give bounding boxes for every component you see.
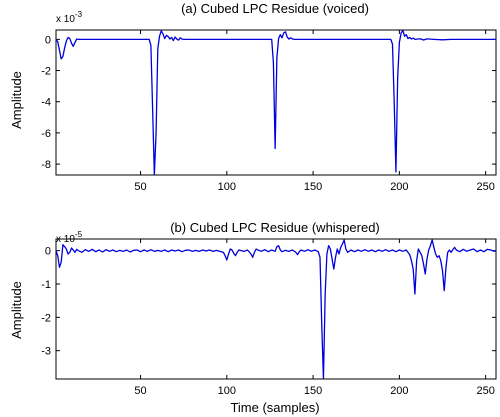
chart-title-b: (b) Cubed LPC Residue (whispered)	[170, 220, 380, 235]
y-multiplier-exp-a: -3	[75, 10, 83, 19]
x-tick-label-a-50: 50	[134, 181, 146, 193]
x-axis-label-b: Time (samples)	[230, 400, 319, 415]
y-multiplier-a: x 10-3	[56, 10, 83, 25]
x-tick-label-a-200: 200	[390, 181, 408, 193]
x-tick-label-a-250: 250	[476, 181, 494, 193]
y-tick-label-b-0: 0	[45, 246, 51, 258]
y-tick-label-a--4: -4	[41, 97, 51, 109]
y-tick-label-b--3: -3	[41, 346, 51, 358]
panel-a: (a) Cubed LPC Residue (voiced) x 10-3 Am…	[9, 1, 497, 193]
y-tick-label-a--6: -6	[41, 128, 51, 140]
chart-title-a: (a) Cubed LPC Residue (voiced)	[181, 1, 369, 16]
plot-frame-b	[55, 238, 497, 380]
x-tick-label-b-200: 200	[390, 385, 408, 397]
x-tick-label-a-150: 150	[304, 181, 322, 193]
series-line-a-0	[56, 30, 496, 175]
series-line-b-0	[56, 239, 496, 379]
x-tick-label-b-100: 100	[218, 385, 236, 397]
y-tick-label-a-0: 0	[45, 34, 51, 46]
y-axis-label-a: Amplitude	[9, 71, 24, 129]
y-tick-label-b--2: -2	[41, 312, 51, 324]
x-tick-label-b-250: 250	[476, 385, 494, 397]
y-multiplier-b: x 10-5	[56, 230, 83, 245]
x-tick-label-a-100: 100	[218, 181, 236, 193]
panel-b: (b) Cubed LPC Residue (whispered) x 10-5…	[9, 220, 497, 415]
y-tick-label-b--1: -1	[41, 279, 51, 291]
plot-frame-a	[55, 29, 497, 176]
x-tick-label-b-150: 150	[304, 385, 322, 397]
y-tick-label-a--2: -2	[41, 66, 51, 78]
x-tick-label-b-50: 50	[134, 385, 146, 397]
y-multiplier-exp-b: -5	[75, 230, 83, 239]
y-axis-label-b: Amplitude	[9, 281, 24, 339]
y-tick-label-a--8: -8	[41, 159, 51, 171]
